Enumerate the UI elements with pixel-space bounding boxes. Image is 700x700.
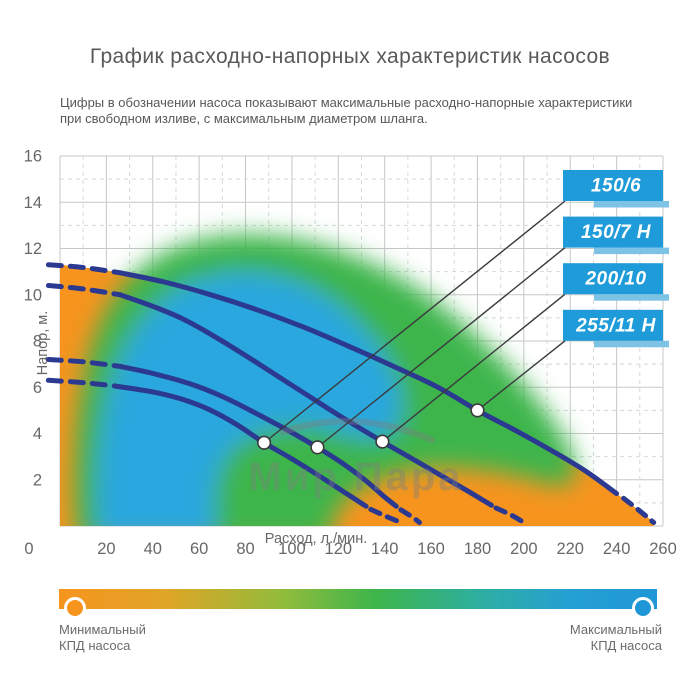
y-tick-label: 14 [24,194,42,212]
pump-label-150-7-Н: 150/7 Н [581,222,652,243]
y-tick-label: 2 [33,471,42,489]
efficiency-colorbar [59,589,657,609]
x-tick-label: 20 [97,540,115,558]
x-tick-label: 140 [371,540,399,558]
x-tick-label: 260 [649,540,677,558]
infographic-page: График расходно-напорных характеристик н… [0,0,700,700]
y-axis-title: Напор, м. [35,311,51,376]
min-efficiency-label-line2: КПД насоса [59,638,146,654]
y-tick-label: 12 [24,240,42,258]
max-efficiency-dot [632,597,654,619]
pump-label-255-11-Н: 255/11 Н [575,315,656,336]
callout-marker-150-7-Н [311,441,324,454]
callout-marker-255-11-Н [471,404,484,417]
label-box-shadow-255-11-Н [594,341,669,348]
x-axis-title: Расход, л./мин. [265,531,367,547]
x-tick-label: 80 [236,540,254,558]
y-tick-label: 4 [33,425,42,443]
pump-label-200-10: 200/10 [584,269,646,290]
min-efficiency-dot [64,597,86,619]
x-tick-label: 240 [603,540,631,558]
x-tick-label: 180 [464,540,492,558]
x-tick-label: 60 [190,540,208,558]
x-tick-label: 160 [417,540,445,558]
x-tick-label: 40 [144,540,162,558]
x-tick-label: 200 [510,540,538,558]
label-box-shadow-200-10 [594,294,669,301]
callout-marker-200-10 [376,435,389,448]
max-efficiency-label-line1: Максимальный [420,622,662,638]
max-efficiency-label: Максимальный КПД насоса [420,622,662,653]
callout-marker-150-6 [258,436,271,449]
label-box-shadow-150-7-Н [594,248,669,255]
min-efficiency-label: Минимальный КПД насоса [59,622,146,653]
y-tick-label: 6 [33,379,42,397]
max-efficiency-label-line2: КПД насоса [420,638,662,654]
pump-label-150-6: 150/6 [591,176,641,197]
pump-label-boxes: 150/6 150/7 Н 200/10 255/11 Н [563,170,669,347]
origin-tick-label: 0 [24,540,33,558]
watermark-text: Мир Пара [248,455,463,499]
min-efficiency-label-line1: Минимальный [59,622,146,638]
y-tick-label: 10 [24,286,42,304]
label-box-shadow-150-6 [594,201,669,208]
x-tick-label: 220 [556,540,584,558]
y-tick-label: 16 [24,148,42,166]
